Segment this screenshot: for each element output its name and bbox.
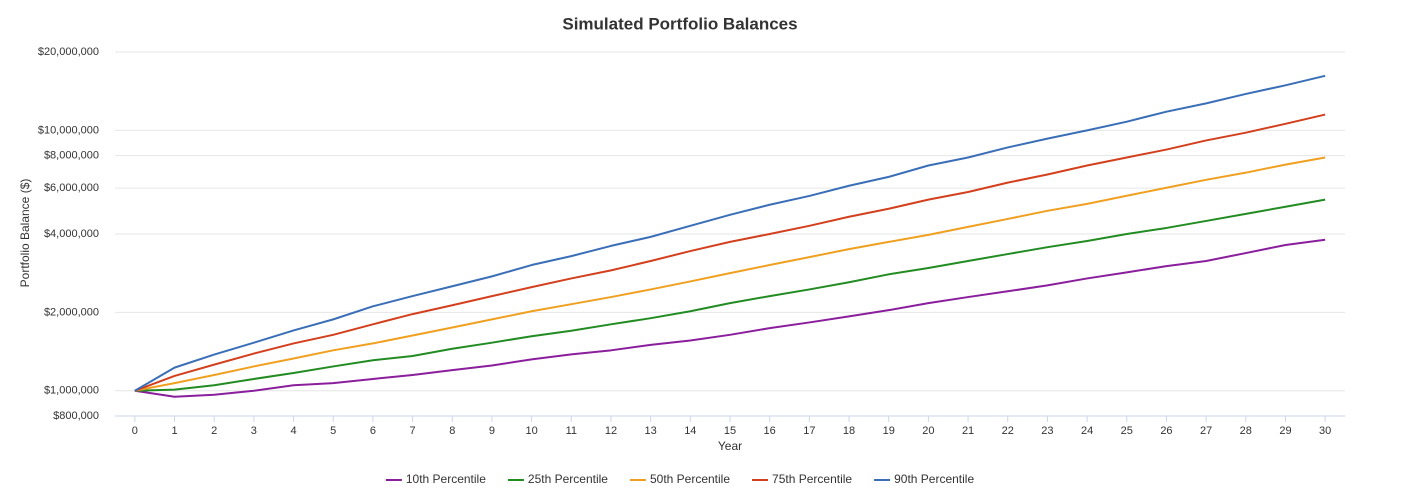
y-tick-label: $8,000,000 <box>44 150 99 162</box>
series-line <box>134 198 1326 392</box>
y-tick-label: $2,000,000 <box>44 306 99 318</box>
x-tick-label: 12 <box>605 425 617 437</box>
x-tick-label: 29 <box>1279 425 1291 437</box>
x-tick-label: 23 <box>1041 425 1053 437</box>
legend-label: 50th Percentile <box>650 472 730 486</box>
x-tick-label: 5 <box>330 425 336 437</box>
x-tick-label: 22 <box>1002 425 1014 437</box>
x-tick-label: 19 <box>883 425 895 437</box>
x-tick-label: 25 <box>1121 425 1133 437</box>
x-tick-label: 21 <box>962 425 974 437</box>
x-tick-label: 9 <box>489 425 495 437</box>
series-line <box>134 238 1326 398</box>
y-tick-label: $1,000,000 <box>44 385 99 397</box>
series-line <box>134 74 1326 392</box>
x-tick-label: 24 <box>1081 425 1093 437</box>
x-tick-label: 6 <box>370 425 376 437</box>
legend-label: 10th Percentile <box>406 472 486 486</box>
x-tick-label: 4 <box>290 425 296 437</box>
x-tick-label: 1 <box>171 425 177 437</box>
legend-label: 90th Percentile <box>894 472 974 486</box>
y-tick-label: $20,000,000 <box>38 46 99 58</box>
series-line <box>134 156 1326 392</box>
chart-title: Simulated Portfolio Balances <box>562 14 797 33</box>
y-tick-label: $6,000,000 <box>44 182 99 194</box>
y-axis-title: Portfolio Balance ($) <box>18 179 32 288</box>
y-tick-label: $10,000,000 <box>38 124 99 136</box>
x-axis-title: Year <box>718 439 742 453</box>
series-line <box>134 113 1326 392</box>
x-tick-label: 0 <box>132 425 138 437</box>
x-tick-label: 18 <box>843 425 855 437</box>
legend-label: 75th Percentile <box>772 472 852 486</box>
x-tick-label: 10 <box>525 425 537 437</box>
x-tick-label: 26 <box>1160 425 1172 437</box>
x-tick-label: 11 <box>566 425 577 437</box>
x-tick-label: 8 <box>449 425 455 437</box>
x-tick-label: 20 <box>922 425 934 437</box>
x-tick-label: 27 <box>1200 425 1212 437</box>
x-tick-label: 28 <box>1240 425 1252 437</box>
x-tick-label: 2 <box>211 425 217 437</box>
y-tick-label: $4,000,000 <box>44 228 99 240</box>
x-tick-label: 14 <box>684 425 696 437</box>
x-tick-label: 7 <box>410 425 416 437</box>
y-tick-label: $800,000 <box>53 410 99 422</box>
x-tick-label: 17 <box>803 425 815 437</box>
legend-label: 25th Percentile <box>528 472 608 486</box>
x-tick-label: 13 <box>645 425 657 437</box>
x-tick-label: 15 <box>724 425 736 437</box>
x-tick-label: 3 <box>251 425 257 437</box>
x-tick-label: 16 <box>764 425 776 437</box>
x-tick-label: 30 <box>1319 425 1331 437</box>
